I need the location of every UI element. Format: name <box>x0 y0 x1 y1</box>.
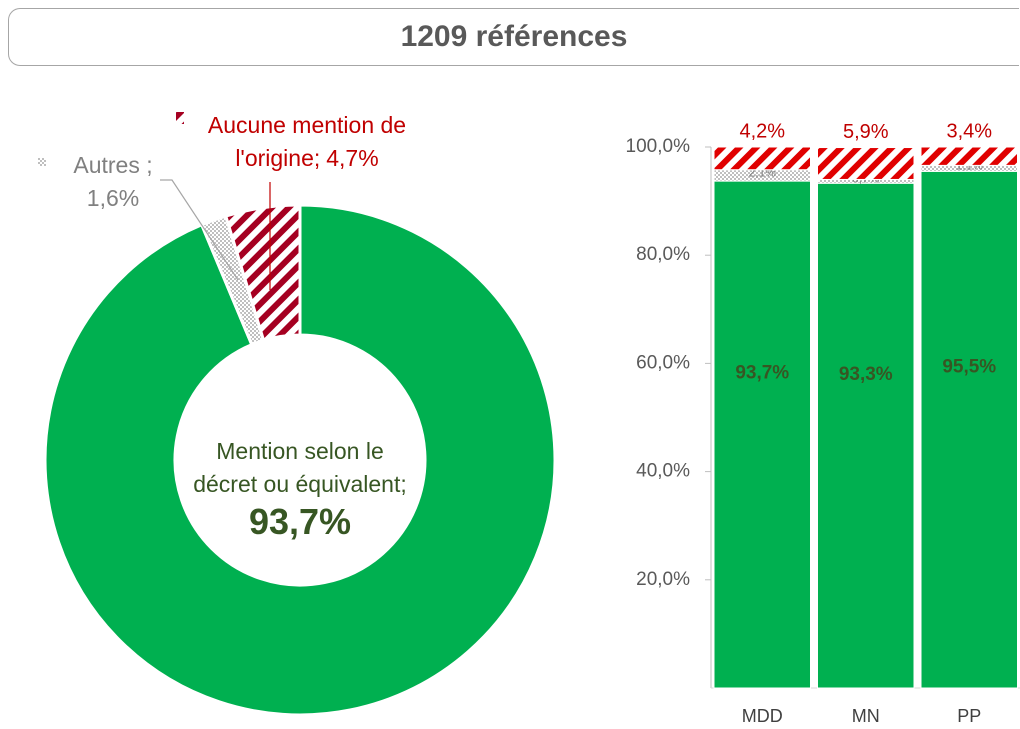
y-tick-label: 40,0% <box>636 461 690 482</box>
x-tick-label: MN <box>852 706 880 726</box>
legend-key <box>176 112 184 124</box>
donut-slice <box>223 203 302 343</box>
y-tick-label: 80,0% <box>636 244 690 265</box>
slice-name: Autres ; <box>73 152 153 178</box>
slice-value: 93,7% <box>248 501 352 542</box>
x-tick-label: PP <box>957 706 981 726</box>
slice-name: Aucune mention de l'origine; <box>207 112 407 171</box>
leader-line <box>160 179 239 281</box>
bar-segment <box>817 147 915 180</box>
bar-segment <box>817 182 915 689</box>
slice-value: 4,7% <box>326 145 379 171</box>
donut-slice <box>43 203 557 717</box>
bar-segment <box>920 170 1018 689</box>
bar-segment <box>920 146 1018 166</box>
x-tick-label: MDD <box>742 706 783 726</box>
bar-segment <box>713 180 811 689</box>
bar-value-label: 95,5% <box>942 357 996 378</box>
legend-key <box>38 158 46 166</box>
slice-label: Aucune mention de l'origine; 4,7% <box>190 109 424 175</box>
bar-value-label: 3,4% <box>946 120 992 142</box>
slice-value: 1,6% <box>86 185 140 211</box>
y-tick-label: 60,0% <box>636 352 690 373</box>
title: 1209 références <box>8 8 1019 66</box>
bar-value-label: 4,2% <box>739 120 785 142</box>
bar-value-label: 93,3% <box>839 364 893 385</box>
slice-label: Autres ; 1,6% <box>55 149 171 215</box>
y-tick-label: 20,0% <box>636 569 690 590</box>
bar-segment <box>713 146 811 171</box>
bar-value-label: 93,7% <box>735 363 789 384</box>
slice-label: Mention selon le décret ou équivalent; 93… <box>192 435 408 543</box>
y-tick-label: 100,0% <box>626 136 691 157</box>
slice-name: Mention selon le décret ou équivalent; <box>193 438 407 497</box>
bar-value-label: 5,9% <box>843 121 889 143</box>
